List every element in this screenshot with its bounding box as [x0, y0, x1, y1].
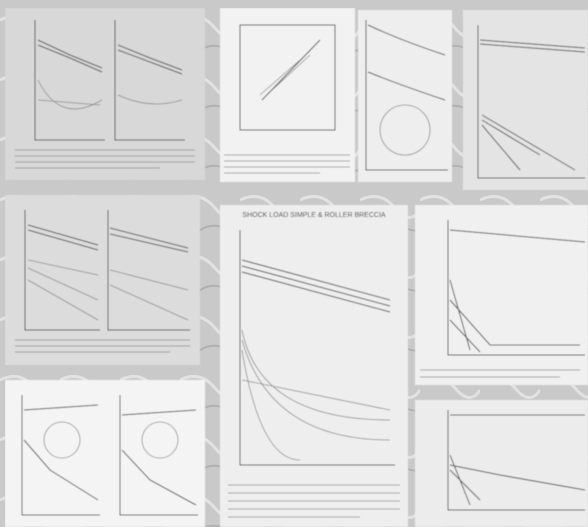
paper-6: SHOCK LOAD SIMPLE & ROLLER BRECCIA — [220, 205, 408, 527]
paper-9 — [415, 400, 588, 527]
paper-4 — [463, 10, 588, 190]
paper-5 — [5, 195, 200, 365]
panels: SHOCK LOAD SIMPLE & ROLLER BRECCIA — [5, 8, 588, 527]
panel-title: SHOCK LOAD SIMPLE & ROLLER BRECCIA — [242, 212, 385, 219]
paper-1 — [5, 8, 205, 180]
paper-7 — [415, 205, 588, 385]
paper-8 — [5, 380, 205, 527]
paper-2 — [220, 8, 355, 182]
paper-3 — [358, 10, 452, 182]
